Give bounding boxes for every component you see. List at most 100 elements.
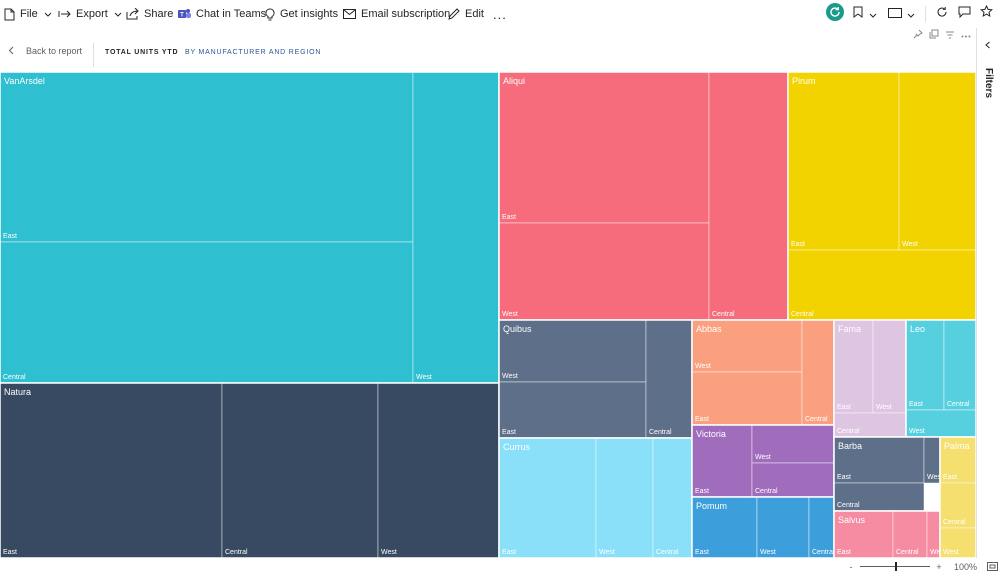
treemap-cell-label: Central bbox=[712, 311, 735, 318]
treemap-cell-pirum-central[interactable] bbox=[787, 249, 977, 321]
treemap-chart: East Central West VanArsdel East Central West N… bbox=[0, 71, 977, 559]
treemap-group-label: Salvus bbox=[838, 515, 866, 525]
share-button[interactable]: Share bbox=[126, 0, 173, 28]
treemap-cell-currus-east[interactable] bbox=[498, 437, 597, 559]
treemap-cell-quibus-central[interactable] bbox=[645, 319, 693, 439]
treemap-group-pirum[interactable]: East West Central Pirum bbox=[787, 71, 977, 321]
pin-icon bbox=[913, 26, 923, 44]
treemap-group-label: VanArsdel bbox=[4, 76, 45, 86]
treemap-cell-currus-central[interactable] bbox=[652, 437, 693, 559]
treemap-group-pomum[interactable]: East West Central Pomum bbox=[691, 496, 835, 559]
filter-visual-button[interactable] bbox=[943, 28, 957, 42]
treemap-cell-label: East bbox=[837, 474, 851, 481]
sync-icon bbox=[826, 2, 844, 26]
favorite-button[interactable] bbox=[976, 4, 996, 24]
filters-panel[interactable]: Filters bbox=[976, 28, 1000, 558]
get-insights-button[interactable]: Get insights bbox=[265, 0, 338, 28]
view-button[interactable] bbox=[886, 4, 916, 24]
treemap-cell-natura-central[interactable] bbox=[221, 382, 379, 559]
zoom-in-button[interactable]: + bbox=[936, 562, 942, 572]
treemap-cell-salvus-east[interactable] bbox=[833, 510, 894, 559]
treemap-group-quibus[interactable]: West East Central Quibus bbox=[498, 319, 693, 439]
bookmark-button[interactable] bbox=[850, 4, 880, 24]
treemap-group-leo[interactable]: East Central West Leo bbox=[905, 319, 977, 438]
treemap-cell-pomum-central[interactable] bbox=[808, 496, 835, 559]
treemap-cell-vanarsdel-east[interactable] bbox=[0, 71, 414, 243]
email-subscription-button[interactable]: Email subscription bbox=[343, 0, 450, 28]
treemap-cell-aliqui-east[interactable] bbox=[498, 71, 710, 224]
treemap-cell-aliqui-central[interactable] bbox=[708, 71, 789, 321]
treemap-group-aliqui[interactable]: East West Central Aliqui bbox=[498, 71, 789, 321]
visual-subtitle: BY MANUFACTURER AND REGION bbox=[185, 49, 322, 56]
treemap-group-label: Abbas bbox=[696, 324, 722, 334]
treemap-cell-quibus-east[interactable] bbox=[498, 381, 647, 439]
back-to-report-link[interactable]: Back to report bbox=[8, 44, 82, 58]
treemap-group-label: Barba bbox=[838, 441, 862, 451]
treemap-cell-label: Central bbox=[943, 519, 966, 526]
treemap-cell-pirum-east[interactable] bbox=[787, 71, 900, 251]
treemap-cell-label: West bbox=[902, 241, 918, 248]
visual-more-options-button[interactable] bbox=[959, 28, 973, 42]
treemap-cell-leo-central[interactable] bbox=[943, 319, 977, 411]
pin-visual-button[interactable] bbox=[911, 28, 925, 42]
treemap-cell-barba-central[interactable] bbox=[833, 482, 925, 512]
treemap-cell-fama-west[interactable] bbox=[872, 319, 907, 414]
treemap-cell-vanarsdel-central[interactable] bbox=[0, 241, 414, 384]
treemap-cell-pirum-west[interactable] bbox=[898, 71, 977, 251]
fit-to-page-icon[interactable] bbox=[987, 561, 999, 573]
expand-panel-icon[interactable] bbox=[984, 36, 991, 54]
copy-visual-button[interactable] bbox=[927, 28, 941, 42]
refresh-button[interactable] bbox=[932, 4, 952, 24]
view-icon bbox=[887, 5, 902, 23]
top-toolbar: File Export Share T Chat in Teams Get in… bbox=[0, 0, 1000, 28]
treemap-cell-currus-west[interactable] bbox=[595, 437, 654, 559]
filter-lines-icon bbox=[945, 26, 955, 44]
treemap-cell-leo-east[interactable] bbox=[905, 319, 945, 411]
treemap-cell-label: East bbox=[502, 214, 516, 221]
treemap-cell-abbas-east[interactable] bbox=[691, 371, 803, 426]
zoom-slider-thumb[interactable] bbox=[895, 562, 897, 571]
treemap-cell-label: East bbox=[3, 233, 17, 240]
chat-in-teams-button[interactable]: T Chat in Teams bbox=[178, 0, 266, 28]
treemap-cell-vanarsdel-west[interactable] bbox=[412, 71, 500, 384]
treemap-cell-label: East bbox=[837, 404, 851, 411]
more-options-button[interactable]: ... bbox=[493, 0, 507, 28]
treemap-group-natura[interactable]: East Central West Natura bbox=[0, 382, 500, 559]
zoom-slider[interactable] bbox=[860, 562, 930, 572]
treemap-cell-label: Central bbox=[947, 401, 970, 408]
treemap-group-barba[interactable]: East Central Wes... Barba bbox=[833, 436, 947, 512]
treemap-group-victoria[interactable]: East West Central Victoria bbox=[691, 424, 835, 498]
edit-label: Edit bbox=[465, 8, 484, 20]
edit-button[interactable]: Edit bbox=[448, 0, 484, 28]
comment-icon bbox=[958, 5, 971, 23]
export-label: Export bbox=[76, 8, 108, 20]
chevron-down-icon bbox=[114, 12, 122, 17]
treemap-cell-pomum-east[interactable] bbox=[691, 496, 758, 559]
treemap-cell-natura-east[interactable] bbox=[0, 382, 223, 559]
lightbulb-icon bbox=[265, 7, 275, 21]
treemap-group-label: Quibus bbox=[503, 324, 532, 334]
treemap-group-label: Fama bbox=[838, 324, 861, 334]
treemap-group-label: Natura bbox=[4, 387, 31, 397]
comments-button[interactable] bbox=[954, 4, 974, 24]
treemap-cell-label: East bbox=[695, 488, 709, 495]
zoom-out-button[interactable]: - bbox=[849, 562, 853, 572]
treemap-cell-victoria-central[interactable] bbox=[751, 462, 835, 498]
treemap-cell-abbas-central[interactable] bbox=[801, 319, 835, 426]
treemap-group-abbas[interactable]: West East Central Abbas bbox=[691, 319, 835, 426]
star-icon bbox=[979, 4, 993, 23]
treemap-cell-aliqui-west[interactable] bbox=[498, 222, 710, 321]
treemap-group-currus[interactable]: East West Central Currus bbox=[498, 437, 693, 559]
visual-header: Back to report TOTAL UNITS YTD BY MANUFA… bbox=[0, 28, 976, 72]
more-icon bbox=[961, 30, 971, 41]
treemap-cell-label: East bbox=[695, 549, 709, 556]
refresh-status-button[interactable] bbox=[825, 2, 845, 26]
treemap-group-palma[interactable]: East Central West Palma bbox=[939, 436, 977, 559]
file-menu[interactable]: File bbox=[4, 0, 52, 28]
treemap-group-fama[interactable]: East West Central Fama bbox=[833, 319, 907, 438]
treemap-group-vanarsdel[interactable]: East Central West VanArsdel bbox=[0, 71, 500, 384]
export-menu[interactable]: Export bbox=[58, 0, 122, 28]
treemap-cell-natura-west[interactable] bbox=[377, 382, 500, 559]
